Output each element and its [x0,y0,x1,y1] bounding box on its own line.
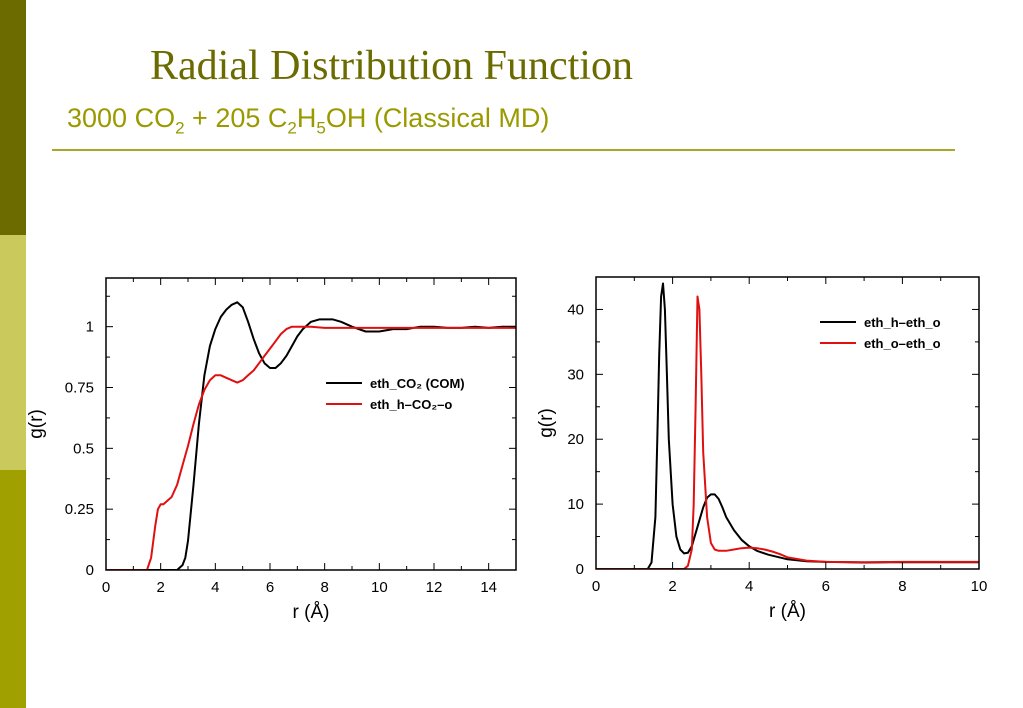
subtitle-subscript: 5 [316,118,326,138]
series-line-red [596,295,979,569]
y-axis-label: g(r) [538,408,557,438]
subtitle-subscript: 2 [175,118,185,138]
x-tick-label: 14 [480,579,497,596]
y-tick-label: 0.75 [65,380,94,397]
y-tick-label: 1 [86,319,94,336]
x-tick-label: 2 [668,578,676,595]
title-divider [52,149,955,151]
left-chart-panel: 0 2 4 6 8 10 12 14 0 0.25 0.5 0.75 1 r (Å) g(r) eth_CO₂… [26,268,530,634]
x-axis-label: r (Å) [769,601,806,622]
subtitle-part: H [296,103,317,133]
x-tick-label: 8 [320,579,328,596]
x-tick-label: 6 [266,579,274,596]
y-tick-label: 0 [576,561,584,578]
x-tick-label: 2 [156,579,164,596]
rdf-chart-left: 0 2 4 6 8 10 12 14 0 0.25 0.5 0.75 1 r (Å) g(r) eth_CO₂… [26,277,517,623]
legend-label: eth_h–eth_o [864,315,941,330]
subtitle-part: 3000 CO [67,103,176,133]
series-line-black [106,301,516,570]
subtitle-subscript: 2 [287,118,297,138]
x-tick-label: 10 [971,578,988,595]
right-chart-panel: 0 2 4 6 8 10 0 10 20 30 40 r (Å) g(r) eth_h–eth_o eth_… [536,267,1000,634]
x-axis-label: r (Å) [293,602,330,623]
y-tick-label: 0.5 [73,440,94,457]
x-tick-label: 8 [898,578,906,595]
x-tick-label: 10 [371,579,388,596]
legend-label: eth_CO₂ (COM) [370,376,465,391]
slide-title: Radial Distribution Function [150,43,633,89]
y-axis-label: g(r) [28,409,47,439]
y-tick-label: 40 [567,301,584,318]
y-tick-label: 0.25 [65,501,94,518]
series-line-black [596,282,979,569]
slide-subtitle: 3000 CO2 + 205 C2H5OH (Classical MD) [67,103,549,138]
x-tick-label: 4 [211,579,219,596]
subtitle-part: + 205 C [184,103,288,133]
accent-bar-bottom [0,470,26,708]
rdf-chart-right: 0 2 4 6 8 10 0 10 20 30 40 r (Å) g(r) eth_h–eth_o eth_… [536,276,988,622]
x-tick-label: 6 [822,578,830,595]
accent-bar-middle [0,235,26,470]
subtitle-part: OH (Classical MD) [325,103,550,133]
accent-bar-top [0,0,26,235]
x-tick-label: 0 [102,579,110,596]
y-tick-label: 0 [86,562,94,579]
series-line-red [106,325,516,570]
legend-label: eth_h–CO₂–o [370,397,452,412]
y-tick-label: 30 [567,366,584,383]
plot-frame [105,277,517,571]
y-tick-label: 10 [567,496,584,513]
x-tick-label: 4 [745,578,753,595]
x-tick-label: 0 [592,578,600,595]
x-tick-label: 12 [426,579,443,596]
legend-label: eth_o–eth_o [864,336,941,351]
y-tick-label: 20 [567,431,584,448]
